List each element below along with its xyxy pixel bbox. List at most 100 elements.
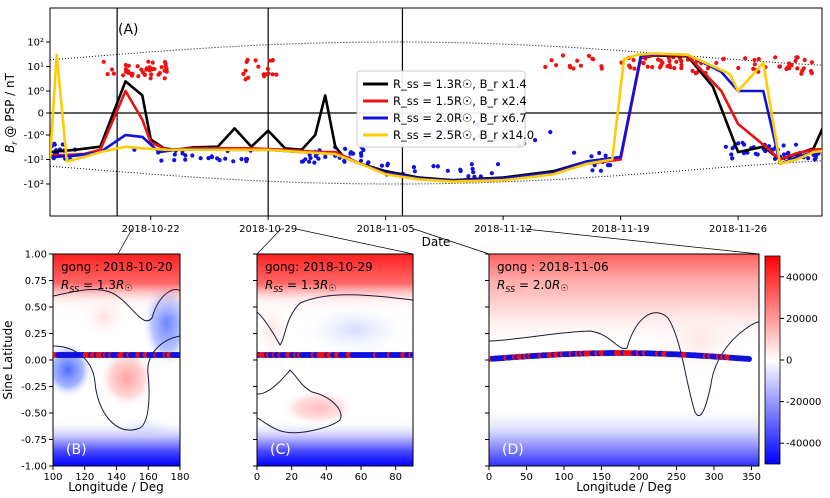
observed-positive-dot bbox=[705, 66, 711, 71]
observed-positive-dot bbox=[264, 72, 269, 77]
observed-positive-dot bbox=[578, 63, 584, 68]
observed-positive-dot bbox=[752, 57, 757, 63]
observed-negative-dot bbox=[206, 156, 211, 161]
observed-positive-dot bbox=[243, 68, 248, 73]
legend-label: R_ss = 2.5R☉, B_r x14.0 bbox=[393, 128, 534, 142]
observed-negative-dot bbox=[730, 146, 735, 151]
observed-negative-dot bbox=[723, 144, 729, 149]
observed-negative-dot bbox=[198, 156, 203, 161]
panel-c-rss: RSS = 1.3R☉ bbox=[265, 278, 336, 294]
panel-d-date: gong : 2018-11-06 bbox=[497, 260, 609, 274]
legend: R_ss = 1.3R☉, B_r x1.4 R_ss = 1.5R☉, B_r … bbox=[356, 70, 534, 148]
observed-positive-dot bbox=[674, 59, 679, 64]
legend-box bbox=[356, 70, 526, 148]
observed-positive-dot bbox=[679, 59, 684, 64]
observed-positive-dot bbox=[111, 71, 116, 76]
observed-positive-dot bbox=[809, 60, 815, 65]
observed-positive-dot bbox=[575, 58, 580, 63]
svg-text:Br @ PSP / nT: Br @ PSP / nT bbox=[3, 72, 19, 153]
observed-negative-dot bbox=[572, 150, 577, 155]
observed-positive-dot bbox=[794, 55, 799, 60]
observed-negative-dot bbox=[736, 141, 741, 146]
observed-negative-dot bbox=[183, 153, 188, 158]
panel-c: 0 20 40 60 80 gong: 2018-10-29 RSS = 1.3R☉ (… bbox=[253, 253, 414, 483]
observed-positive-dot bbox=[560, 53, 566, 58]
observed-positive-dot bbox=[656, 57, 661, 62]
observed-positive-dot bbox=[128, 71, 133, 76]
observed-positive-dot bbox=[736, 65, 741, 71]
observed-negative-dot bbox=[781, 152, 787, 157]
observed-positive-dot bbox=[162, 76, 167, 81]
observed-negative-dot bbox=[495, 162, 501, 167]
x-tick-label: 0 bbox=[254, 472, 260, 483]
panel-d: 0 50 100 150 200 250 300 350 gong : 2018-11-06 … bbox=[485, 253, 761, 494]
observed-positive-dot bbox=[164, 69, 169, 74]
observed-positive-dot bbox=[126, 63, 131, 68]
observed-positive-dot bbox=[162, 59, 167, 65]
y-tick-label: -10⁰ bbox=[24, 131, 44, 142]
colorbar: 40000 20000 0 -20000 -40000 bbox=[764, 255, 821, 465]
observed-negative-dot bbox=[470, 166, 475, 171]
x-tick-label: 0 bbox=[486, 472, 492, 483]
observed-positive-dot bbox=[721, 56, 727, 61]
observed-positive-dot bbox=[586, 53, 592, 59]
observed-positive-dot bbox=[650, 65, 655, 70]
observed-negative-dot bbox=[358, 158, 364, 163]
y-tick-label: 0.25 bbox=[25, 329, 47, 340]
observed-negative-dot bbox=[379, 163, 384, 168]
y-tick-label: -0.50 bbox=[21, 409, 47, 420]
observed-positive-dot bbox=[690, 68, 695, 73]
observed-positive-dot bbox=[159, 65, 164, 70]
polarity-contour-d bbox=[489, 312, 759, 416]
x-tick-label: 140 bbox=[107, 472, 126, 483]
observed-positive-dot bbox=[631, 57, 636, 63]
panel-b-tag: (B) bbox=[66, 442, 87, 458]
observed-positive-dot bbox=[243, 77, 248, 82]
observed-positive-dot bbox=[795, 66, 800, 71]
observed-positive-dot bbox=[773, 55, 778, 60]
upper-envelope-line bbox=[50, 41, 822, 66]
observed-negative-dot bbox=[231, 159, 236, 164]
series-line-4 bbox=[50, 52, 822, 183]
observed-positive-dot bbox=[660, 60, 665, 65]
observed-negative-dot bbox=[215, 156, 220, 161]
observed-positive-dot bbox=[799, 71, 804, 76]
observed-negative-dot bbox=[489, 171, 494, 176]
observed-positive-dot bbox=[802, 57, 807, 63]
observed-positive-dot bbox=[679, 66, 684, 71]
x-tick-label: 50 bbox=[520, 472, 533, 483]
observed-positive-dot bbox=[274, 72, 279, 77]
observed-negative-dot bbox=[729, 152, 734, 157]
observed-positive-dot bbox=[628, 65, 633, 70]
x-tick-label: 250 bbox=[667, 472, 686, 483]
x-tick-label: 60 bbox=[355, 472, 368, 483]
observed-negative-dot bbox=[172, 152, 177, 157]
panel-a-tag: (A) bbox=[118, 22, 139, 38]
observed-positive-dot bbox=[808, 69, 814, 74]
x-tick-label: 20 bbox=[285, 472, 298, 483]
observed-negative-dot bbox=[812, 157, 817, 162]
observed-negative-dot bbox=[343, 146, 348, 151]
x-tick-label: 200 bbox=[629, 472, 648, 483]
observed-positive-dot bbox=[135, 64, 140, 69]
observed-negative-dot bbox=[533, 138, 538, 143]
observed-negative-dot bbox=[603, 153, 608, 158]
observed-negative-dot bbox=[608, 163, 613, 168]
observed-negative-dot bbox=[209, 155, 215, 160]
observed-positive-dot bbox=[645, 64, 650, 69]
observed-negative-dot bbox=[466, 174, 471, 179]
y-tick-label: 0.75 bbox=[25, 276, 47, 287]
footpoint-dot bbox=[177, 352, 180, 358]
colorbar-tick-label: -20000 bbox=[786, 397, 821, 408]
observed-negative-dot bbox=[308, 155, 313, 161]
observed-positive-dot bbox=[695, 70, 700, 75]
x-tick-label: 350 bbox=[742, 472, 761, 483]
observed-negative-dot bbox=[307, 159, 312, 164]
observed-negative-dot bbox=[316, 156, 321, 161]
observed-negative-dot bbox=[385, 161, 390, 166]
observed-negative-dot bbox=[190, 153, 195, 158]
observed-negative-dot bbox=[412, 169, 417, 174]
legend-label: R_ss = 1.5R☉, B_r x2.4 bbox=[393, 94, 527, 108]
observed-negative-dot bbox=[183, 157, 188, 162]
